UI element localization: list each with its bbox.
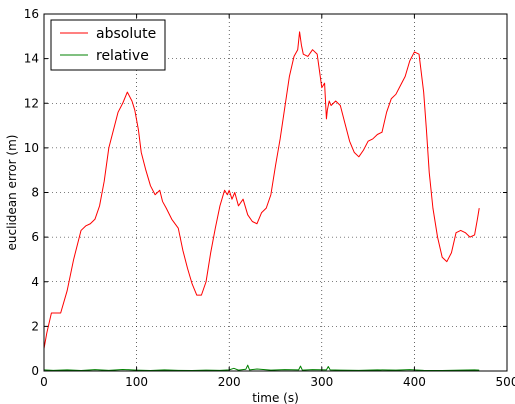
y-tick-label: 0 (31, 364, 39, 378)
legend-label-relative: relative (96, 48, 149, 64)
x-tick-label: 500 (496, 375, 515, 389)
y-tick-label: 8 (31, 186, 39, 200)
x-tick-label: 200 (218, 375, 241, 389)
legend: absolute relative (50, 19, 166, 71)
y-tick-label: 12 (24, 96, 39, 110)
legend-box (50, 19, 166, 71)
y-tick-label: 4 (31, 275, 39, 289)
x-tick-label: 400 (403, 375, 426, 389)
series-line-relative (43, 364, 480, 372)
x-tick-label: 100 (125, 375, 148, 389)
series-line-absolute (43, 31, 480, 349)
y-tick-label: 2 (31, 319, 39, 333)
x-tick-label: 0 (40, 375, 48, 389)
x-tick-label: 300 (310, 375, 333, 389)
axis-ticks: 0 100 200 300 400 500 0 2 4 6 8 10 12 14 16 (24, 7, 515, 389)
x-axis-label: time (s) (252, 391, 299, 404)
y-tick-label: 14 (24, 52, 39, 66)
y-tick-label: 16 (24, 7, 39, 21)
series-lines (43, 31, 480, 372)
y-tick-label: 6 (31, 230, 39, 244)
y-tick-label: 10 (24, 141, 39, 155)
y-axis-label: euclidean error (m) (5, 135, 19, 251)
legend-label-absolute: absolute (96, 26, 156, 42)
